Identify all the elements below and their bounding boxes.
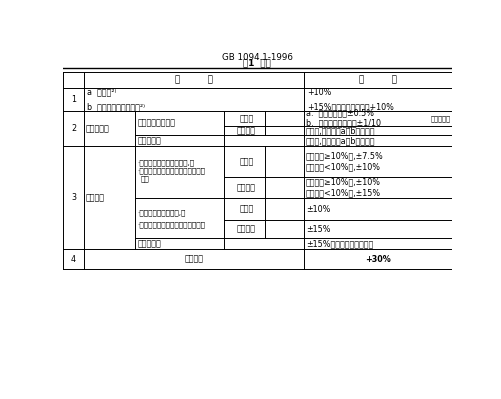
Text: ·自耦绕组的一对绕组,或: ·自耦绕组的一对绕组,或 [137,209,185,215]
Text: +15%但总损耗不得超过+10%: +15%但总损耗不得超过+10% [307,102,393,111]
Text: 主分量: 主分量 [239,114,253,123]
Text: 当阻抗值<10%时,±10%: 当阻抗值<10%时,±10% [305,162,380,172]
Text: 按协议,但不低于a和b中较小者: 按协议,但不低于a和b中较小者 [305,126,375,135]
Text: 其他分量: 其他分量 [236,183,256,192]
Text: GB 1094.1-1996: GB 1094.1-1996 [221,53,292,61]
Text: ·有两个独立绕组的变压器,或: ·有两个独立绕组的变压器,或 [137,160,194,166]
Text: a  总损耗²⁾: a 总损耗²⁾ [87,88,116,97]
Text: 空载电压比: 空载电压比 [86,124,110,133]
Text: +10%: +10% [307,88,331,97]
Text: 绕组: 绕组 [141,175,149,182]
Text: ·多绕组变压器中规定的第二对绕组: ·多绕组变压器中规定的第二对绕组 [137,221,204,228]
Text: 3: 3 [71,193,76,202]
Text: 其他绕组对: 其他绕组对 [138,239,161,248]
Text: 按协议,但不低于a和b中较小者: 按协议,但不低于a和b中较小者 [305,136,375,145]
Text: ±15%按协议这些值可加大: ±15%按协议这些值可加大 [305,239,372,248]
Text: 项          目: 项 目 [175,76,212,85]
Text: 偏          差: 偏 差 [358,76,396,85]
Text: 当阻抗值<10%时,±15%: 当阻抗值<10%时,±15% [305,189,380,198]
Text: 短路阻抗: 短路阻抗 [86,193,105,202]
Text: 规定的第一对绕组: 规定的第一对绕组 [138,119,175,128]
Text: 主分量: 主分量 [239,205,253,214]
Text: ±15%: ±15% [305,225,330,234]
Text: 主分量: 主分量 [239,157,253,166]
Text: 其他分量: 其他分量 [236,126,256,135]
Text: 表1  偏差: 表1 偏差 [243,59,271,68]
Text: +30%: +30% [364,255,390,264]
Text: 当阻抗值≥10%时,±7.5%: 当阻抗值≥10%时,±7.5% [305,152,383,160]
Text: 1: 1 [71,95,76,104]
Text: 当阻抗值≥10%时,±10%: 当阻抗值≥10%时,±10% [305,178,380,187]
Text: ±10%: ±10% [305,205,330,214]
Text: ·多绕组变压器中规定的第一对独立: ·多绕组变压器中规定的第一对独立 [137,168,204,174]
Text: a.  规定电压比的±0.5%: a. 规定电压比的±0.5% [305,109,373,118]
Text: 4: 4 [71,255,76,264]
Text: b  空载损耗或负载损耗²⁾: b 空载损耗或负载损耗²⁾ [87,102,145,111]
Text: 取其中低者: 取其中低者 [430,115,450,122]
Text: 空载电流: 空载电流 [184,255,203,264]
Text: 其他绕组对: 其他绕组对 [138,136,161,145]
Text: 其他分量: 其他分量 [236,225,256,234]
Text: 2: 2 [71,124,76,133]
Text: b.  实际匝比百分差的±1/10: b. 实际匝比百分差的±1/10 [305,119,380,128]
